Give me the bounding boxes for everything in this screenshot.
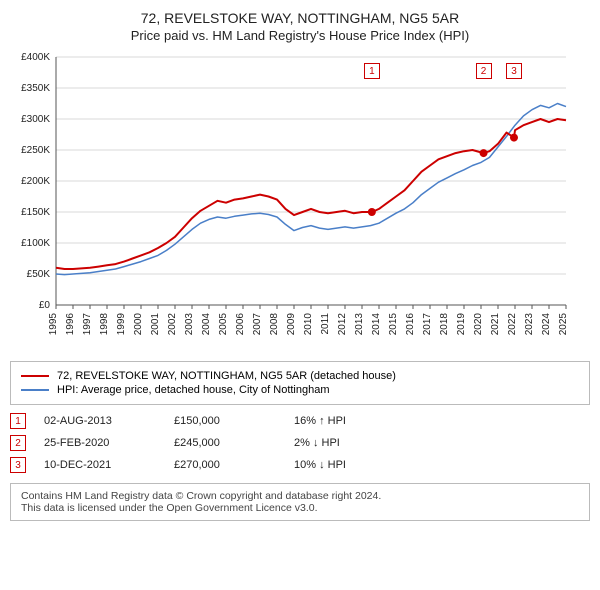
- line-chart-svg: £0 £50K £100K £150K £200K £250K £300K £350K £400…: [10, 51, 570, 351]
- marker-badge: 2: [10, 435, 26, 451]
- svg-text:2009: 2009: [286, 313, 297, 336]
- svg-text:£400K: £400K: [21, 52, 50, 63]
- svg-text:2008: 2008: [269, 313, 280, 336]
- svg-text:1999: 1999: [116, 313, 127, 336]
- svg-text:2015: 2015: [388, 313, 399, 336]
- svg-text:£300K: £300K: [21, 114, 50, 125]
- marker-price: £150,000: [174, 415, 294, 427]
- chart-callout-2: 2: [476, 63, 492, 79]
- svg-text:2010: 2010: [303, 313, 314, 336]
- svg-text:2001: 2001: [150, 313, 161, 336]
- svg-text:2004: 2004: [201, 313, 212, 336]
- svg-text:2021: 2021: [490, 313, 501, 336]
- svg-text:1995: 1995: [48, 313, 59, 336]
- svg-text:2025: 2025: [558, 313, 569, 336]
- svg-text:£350K: £350K: [21, 83, 50, 94]
- svg-text:1998: 1998: [99, 313, 110, 336]
- footer-line-2: This data is licensed under the Open Gov…: [21, 502, 579, 514]
- svg-text:£150K: £150K: [21, 207, 50, 218]
- svg-text:2023: 2023: [524, 313, 535, 336]
- svg-text:£50K: £50K: [27, 269, 51, 280]
- legend-label: HPI: Average price, detached house, City…: [57, 384, 330, 396]
- marker-price: £245,000: [174, 437, 294, 449]
- svg-text:2011: 2011: [320, 313, 331, 335]
- marker-diff: 2% ↓ HPI: [294, 437, 414, 449]
- svg-text:2007: 2007: [252, 313, 263, 336]
- chart-callout-1: 1: [364, 63, 380, 79]
- svg-text:2002: 2002: [167, 313, 178, 336]
- svg-text:2022: 2022: [507, 313, 518, 336]
- legend-swatch: [21, 389, 49, 391]
- svg-text:£250K: £250K: [21, 145, 50, 156]
- svg-text:2024: 2024: [541, 313, 552, 336]
- svg-text:1996: 1996: [65, 313, 76, 336]
- svg-text:2020: 2020: [473, 313, 484, 336]
- svg-text:£200K: £200K: [21, 176, 50, 187]
- legend-box: 72, REVELSTOKE WAY, NOTTINGHAM, NG5 5AR …: [10, 361, 590, 405]
- footer-line-1: Contains HM Land Registry data © Crown c…: [21, 490, 579, 502]
- marker-row: 3 10-DEC-2021£270,00010% ↓ HPI: [10, 457, 590, 473]
- legend-label: 72, REVELSTOKE WAY, NOTTINGHAM, NG5 5AR …: [57, 370, 396, 382]
- chart-plot-area: £0 £50K £100K £150K £200K £250K £300K £350K £400…: [10, 51, 590, 351]
- svg-text:2017: 2017: [422, 313, 433, 336]
- svg-text:£0: £0: [39, 300, 51, 311]
- marker-diff: 10% ↓ HPI: [294, 459, 414, 471]
- marker-row: 2 25-FEB-2020£245,0002% ↓ HPI: [10, 435, 590, 451]
- marker-row: 1 02-AUG-2013£150,00016% ↑ HPI: [10, 413, 590, 429]
- legend-swatch: [21, 375, 49, 377]
- legend-row: HPI: Average price, detached house, City…: [21, 384, 579, 396]
- svg-text:2003: 2003: [184, 313, 195, 336]
- svg-text:2019: 2019: [456, 313, 467, 336]
- svg-text:2012: 2012: [337, 313, 348, 336]
- chart-title: 72, REVELSTOKE WAY, NOTTINGHAM, NG5 5AR: [10, 10, 590, 26]
- marker-badge: 3: [10, 457, 26, 473]
- svg-text:£100K: £100K: [21, 238, 50, 249]
- chart-container: 72, REVELSTOKE WAY, NOTTINGHAM, NG5 5AR …: [0, 0, 600, 531]
- marker-price: £270,000: [174, 459, 294, 471]
- svg-text:2013: 2013: [354, 313, 365, 336]
- marker-date: 10-DEC-2021: [44, 459, 174, 471]
- marker-diff: 16% ↑ HPI: [294, 415, 414, 427]
- svg-text:2014: 2014: [371, 313, 382, 336]
- footer-attribution: Contains HM Land Registry data © Crown c…: [10, 483, 590, 521]
- svg-text:2016: 2016: [405, 313, 416, 336]
- marker-table: 1 02-AUG-2013£150,00016% ↑ HPI 2 25-FEB-202…: [10, 413, 590, 473]
- svg-text:2006: 2006: [235, 313, 246, 336]
- svg-text:2000: 2000: [133, 313, 144, 336]
- svg-text:2018: 2018: [439, 313, 450, 336]
- chart-subtitle: Price paid vs. HM Land Registry's House …: [10, 28, 590, 43]
- marker-date: 25-FEB-2020: [44, 437, 174, 449]
- marker-date: 02-AUG-2013: [44, 415, 174, 427]
- marker-badge: 1: [10, 413, 26, 429]
- svg-text:2005: 2005: [218, 313, 229, 336]
- svg-text:1997: 1997: [82, 313, 93, 336]
- chart-callout-3: 3: [506, 63, 522, 79]
- legend-row: 72, REVELSTOKE WAY, NOTTINGHAM, NG5 5AR …: [21, 370, 579, 382]
